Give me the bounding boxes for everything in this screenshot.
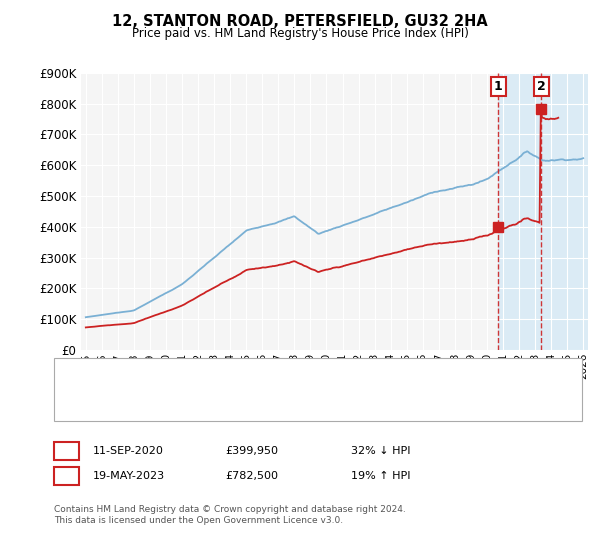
Text: £399,950: £399,950	[225, 446, 278, 456]
Text: 1: 1	[494, 80, 503, 93]
Text: £782,500: £782,500	[225, 471, 278, 481]
Text: 11-SEP-2020: 11-SEP-2020	[93, 446, 164, 456]
Text: 19% ↑ HPI: 19% ↑ HPI	[351, 471, 410, 481]
Text: 32% ↓ HPI: 32% ↓ HPI	[351, 446, 410, 456]
Bar	[498, 73, 599, 350]
Text: Contains HM Land Registry data © Crown copyright and database right 2024.
This d: Contains HM Land Registry data © Crown c…	[54, 505, 406, 525]
Text: Price paid vs. HM Land Registry's House Price Index (HPI): Price paid vs. HM Land Registry's House …	[131, 27, 469, 40]
Text: 19-MAY-2023: 19-MAY-2023	[93, 471, 165, 481]
Text: 12, STANTON ROAD, PETERSFIELD, GU32 2HA (detached house): 12, STANTON ROAD, PETERSFIELD, GU32 2HA …	[105, 371, 438, 381]
Text: 12, STANTON ROAD, PETERSFIELD, GU32 2HA: 12, STANTON ROAD, PETERSFIELD, GU32 2HA	[112, 14, 488, 29]
Text: 2: 2	[62, 469, 71, 483]
Text: 1: 1	[62, 444, 71, 458]
Text: HPI: Average price, detached house, East Hampshire: HPI: Average price, detached house, East…	[105, 399, 380, 409]
Text: 2: 2	[537, 80, 545, 93]
